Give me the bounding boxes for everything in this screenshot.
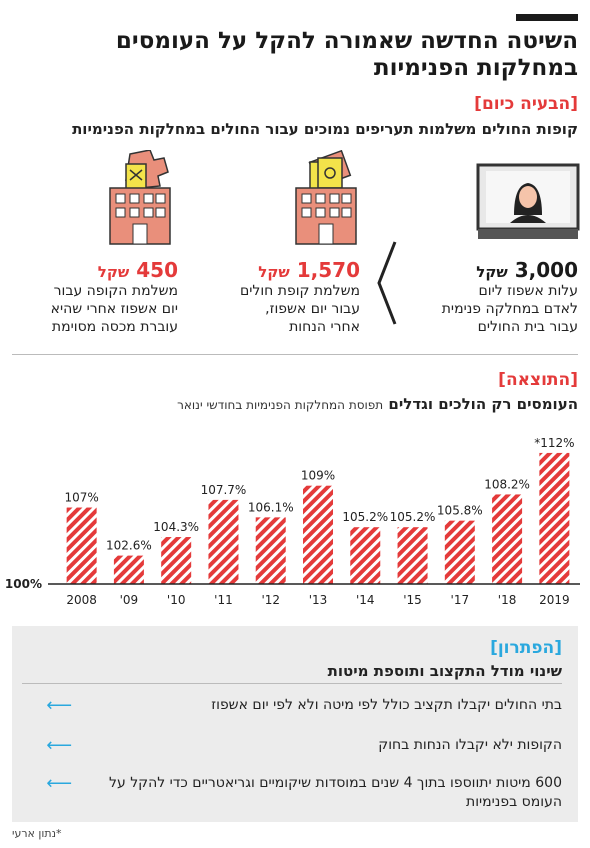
cost-desc-1: עלות אשפוז ליום [478, 283, 578, 299]
x-tick-label-6: '14 [356, 593, 375, 607]
payment-block: 1,570 שקל משלמת קופת חולים עבור יום אשפו… [240, 258, 360, 336]
bar-7 [397, 527, 428, 584]
bar-5 [303, 485, 333, 584]
occupancy-bar-chart: 107% 2008 102.6% '09 104.3% '10 107.7% '11 106.1… [5, 436, 580, 607]
solution-label: [הפתרון] [490, 638, 562, 658]
bar-3 [208, 499, 239, 584]
bar-value-label-10: *112% [534, 436, 574, 450]
left-arrow-icon: ⟵ [46, 735, 72, 756]
x-tick-label-3: '11 [214, 593, 233, 607]
payment-desc-3: אחרי הנחות [289, 319, 360, 335]
x-tick-label-1: '09 [120, 593, 139, 607]
x-tick-label-10: 2019 [539, 593, 570, 607]
discount-block: 450 שקל משלמת הקופה עבור יום אשפוז אחרי … [51, 258, 178, 336]
bar-value-label-1: 102.6% [106, 539, 152, 553]
bar-value-label-2: 104.3% [153, 520, 199, 534]
baseline-label: 100% [5, 577, 42, 591]
bar-value-label-4: 106.1% [248, 500, 294, 514]
payment-desc-1: משלמת קופת חולים [239, 283, 360, 299]
problem-label: [הבעיה כיום] [474, 94, 578, 114]
problem-subtitle: קופות החולים משלמות תעריפים נמוכים עבור … [72, 120, 578, 138]
left-arrow-icon: ⟵ [46, 695, 72, 716]
bar-value-label-7: 105.2% [390, 510, 436, 524]
section-divider [12, 354, 578, 355]
x-tick-label-9: '18 [498, 593, 517, 607]
bar-value-label-3: 107.7% [201, 483, 247, 497]
payment-amount: 1,570 שקל [258, 258, 360, 282]
comparison-bracket-icon [377, 241, 397, 325]
x-tick-label-5: '13 [309, 593, 328, 607]
solution-item: בתי החולים יקבלו תקציב כולל לפי מיטה ולא… [42, 696, 562, 715]
cost-block: 3,000 שקל עלות אשפוז ליום לאדם במחלקה פנ… [442, 258, 578, 336]
bar-value-label-5: 109% [301, 469, 335, 483]
footnote: *נתון ארעי [12, 827, 62, 840]
cost-desc-3: עבור בית החולים [477, 319, 578, 335]
bar-0 [66, 507, 97, 584]
result-subtitle: העומסים רק הולכים וגדלים תפוסת המחלקות ה… [177, 395, 578, 413]
bar-2 [161, 537, 192, 584]
cost-desc-2: לאדם במחלקה פנימית [441, 301, 578, 317]
discount-desc-2: יום אשפוז אחרי שהיא [50, 301, 178, 317]
x-tick-label-7: '15 [403, 593, 422, 607]
bar-9 [492, 494, 523, 584]
building-with-money-icon [295, 150, 357, 245]
bar-value-label-8: 105.8% [437, 504, 483, 518]
discount-amount: 450 שקל [97, 258, 178, 282]
left-arrow-icon: ⟵ [46, 773, 72, 794]
bar-value-label-0: 107% [64, 491, 98, 505]
bar-8 [444, 520, 475, 584]
discount-desc-1: משלמת הקופה עבור [53, 283, 178, 299]
discount-desc-3: עוברת מכסה מסוימת [51, 319, 178, 335]
result-label: [התוצאה] [498, 370, 578, 390]
solution-item: הקופות ילא יקבלו הנחות בחוק ⟵ [42, 736, 562, 755]
x-tick-label-8: '17 [451, 593, 470, 607]
bar-1 [113, 555, 144, 584]
bar-4 [255, 517, 286, 584]
payment-desc-2: עבור יום אשפוז, [265, 301, 360, 317]
solution-divider [22, 683, 562, 684]
building-with-torn-money-icon [109, 150, 171, 245]
bar-10 [539, 452, 570, 584]
x-tick-label-2: '10 [167, 593, 186, 607]
bar-value-label-6: 105.2% [342, 510, 388, 524]
bar-6 [350, 527, 381, 584]
woman-in-monitor-icon [476, 163, 580, 239]
solution-item: 600 מיטות יתווספו בתוך 4 שנים במוסדות שי… [42, 774, 562, 812]
bar-value-label-9: 108.2% [484, 477, 530, 491]
top-accent-bar [516, 14, 578, 21]
solution-panel: [הפתרון] שינוי מודל התקצוב ותוספת מיטות … [12, 626, 578, 822]
cost-amount: 3,000 שקל [476, 258, 578, 282]
solution-subtitle: שינוי מודל התקצוב ותוספת מיטות [327, 662, 562, 680]
x-tick-label-4: '12 [261, 593, 280, 607]
page-title: השיטה החדשה שאמורה להקל על העומסים במחלק… [115, 28, 578, 81]
x-tick-label-0: 2008 [66, 593, 97, 607]
